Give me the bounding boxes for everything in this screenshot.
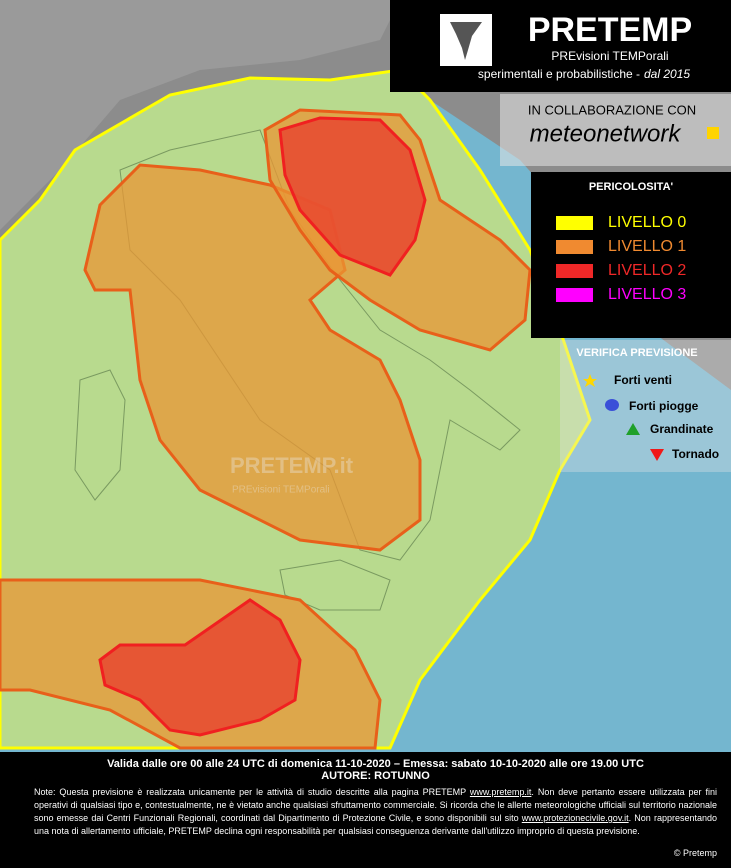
sardinia [74,369,126,501]
hazard-title: PERICOLOSITA' [589,181,674,193]
star-icon [583,374,597,387]
verify-panel [560,340,731,472]
level-label: LIVELLO 3 [608,286,686,303]
sicily [279,559,391,611]
triangle-icon [626,423,640,435]
header-subtitle: PREvisioni TEMPorali [551,49,668,63]
legend-item: Grandinate [650,422,714,436]
level-swatch [556,288,593,302]
note-text: . Non deve pertanto essere utilizzata pe… [34,787,717,823]
link[interactable]: www.pretemp.it [469,787,532,797]
watermark-title: PRETEMP.it [230,453,354,478]
collab-partner: meteonetwork [530,120,683,147]
level-swatch [556,264,593,278]
partner-square [707,127,719,139]
footer: Valida dalle ore 00 alle 24 UTC di domen… [0,752,731,868]
header-since: dal 2015 [644,67,690,81]
note: Note: Questa previsione è realizzata uni… [34,786,717,838]
hazard-levels: LIVELLO 0 LIVELLO 1 LIVELLO 2 LIVELLO 3 [556,214,686,303]
collab-panel [500,94,731,166]
watermark-subtitle: PREvisioni TEMPorali [232,485,330,496]
level-label: LIVELLO 0 [608,214,686,231]
note-text: Note: Questa previsione è realizzata uni… [34,787,470,797]
alps [0,0,400,230]
copyright: © Pretemp [673,848,717,858]
watermark: PRETEMP.it PREvisioni TEMPorali [230,453,354,496]
legend-item: Tornado [672,447,719,461]
hazard-panel [531,172,731,338]
circle-icon [605,399,619,411]
validity: Valida dalle ore 00 alle 24 UTC di domen… [107,758,644,770]
level-swatch [556,216,593,230]
header-title: PRETEMP [528,11,692,49]
author: AUTORE: ROTUNNO [321,770,430,782]
level-label: LIVELLO 2 [608,262,686,279]
legend-item: Forti piogge [629,399,699,413]
level-2-area [98,598,302,737]
link[interactable]: www.protezionecivile.gov.it [521,813,629,823]
verify-title: VERIFICA PREVISIONE [576,347,697,359]
map: PRETEMP.it PREvisioni TEMPorali PRETEMP … [0,0,731,752]
tornado-icon [450,22,482,60]
inverted-triangle-icon [650,449,664,461]
note-text: . Non rappresentando una nota di allerta… [34,813,718,836]
legend-item: Forti venti [614,373,672,387]
level-label: LIVELLO 1 [608,238,686,255]
level-swatch [556,240,593,254]
level-2-area [278,116,427,277]
header-tagline: sperimentali e probabilistiche - [478,67,640,81]
collab-label: IN COLLABORAZIONE CON [528,102,696,117]
